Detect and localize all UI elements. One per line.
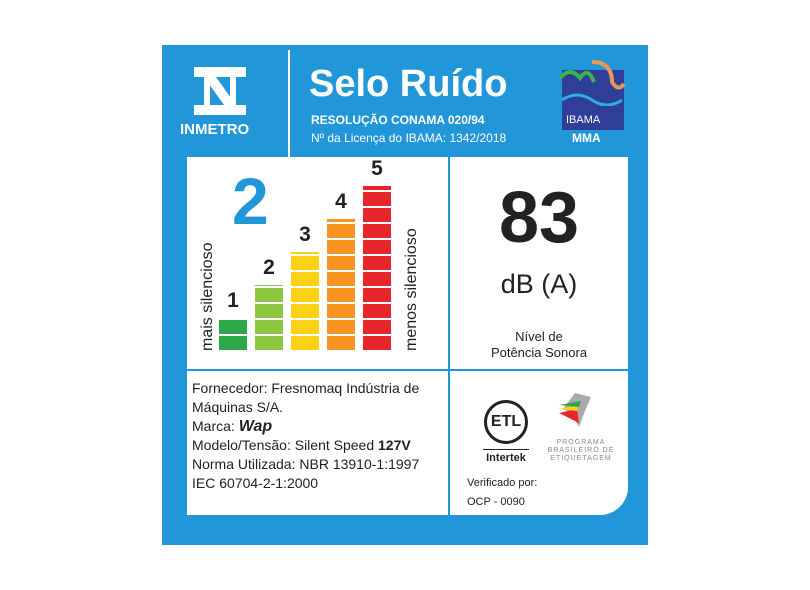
rating-bar-5	[363, 186, 391, 350]
label-panel: 2 mais silencioso menos silencioso 1 2 3 4 5…	[187, 157, 628, 515]
model-row: Modelo/Tensão: Silent Speed 127V	[192, 437, 411, 453]
panel-horizontal-divider	[187, 369, 628, 371]
rating-level-label: 5	[371, 157, 383, 180]
rating-value: 2	[232, 164, 269, 238]
norm: Norma Utilizada: NBR 13910-1:1997	[192, 456, 420, 472]
voltage: 127V	[378, 437, 411, 453]
ibama-logo: IBAMA	[558, 60, 626, 130]
noise-label: INMETRO Selo Ruído RESOLUÇÃO CONAMA 020/…	[162, 45, 648, 545]
norm-cont: IEC 60704-2-1:2000	[192, 475, 319, 491]
label-title: Selo Ruído	[309, 63, 508, 105]
inmetro-logo	[194, 67, 246, 115]
product-info: Fornecedor: Fresnomaq Indústria de Máqui…	[192, 379, 447, 493]
noise-desc-1: Nível de	[515, 329, 563, 344]
more-quiet-label: mais silencioso	[199, 242, 216, 351]
etl-rule	[483, 449, 529, 450]
rating-bar-3	[291, 252, 319, 350]
brand-logo: Wap	[238, 418, 273, 435]
brand-row: Marca: Wap	[192, 418, 273, 435]
pbe-text: PROGRAMA BRASILEIRO DE ETIQUETAGEM	[547, 439, 615, 462]
rating-level-label: 4	[335, 190, 347, 213]
panel-vertical-divider	[448, 157, 450, 515]
supplier-cont: Máquinas S/A.	[192, 399, 284, 415]
pbe-logo	[557, 393, 597, 433]
less-quiet-label: menos silencioso	[403, 228, 420, 351]
noise-unit: dB (A)	[500, 269, 578, 299]
noise-desc-2: Potência Sonora	[490, 345, 588, 360]
rating-bar-1	[219, 318, 247, 350]
noise-value: 83	[498, 178, 580, 258]
rating-level-label: 3	[299, 223, 311, 246]
etl-logo: ETL	[484, 400, 528, 444]
supplier: Fornecedor: Fresnomaq Indústria de	[192, 380, 420, 396]
inmetro-text: INMETRO	[180, 121, 250, 138]
header-divider	[288, 50, 290, 157]
rating-level-label: 2	[263, 256, 275, 279]
resolution: RESOLUÇÃO CONAMA 020/94	[311, 113, 485, 127]
rating-bar-4	[327, 219, 355, 350]
license: Nº da Licença do IBAMA: 1342/2018	[311, 131, 507, 145]
ocp-code: OCP - 0090	[467, 496, 525, 508]
rating-bar-2	[255, 285, 283, 350]
rating-level-label: 1	[227, 289, 239, 312]
verified-label: Verificado por:	[467, 477, 538, 489]
intertek-text: Intertek	[486, 452, 526, 464]
mma-text: MMA	[572, 131, 601, 145]
rating-bars: 1 2 3 4 5	[219, 157, 399, 350]
